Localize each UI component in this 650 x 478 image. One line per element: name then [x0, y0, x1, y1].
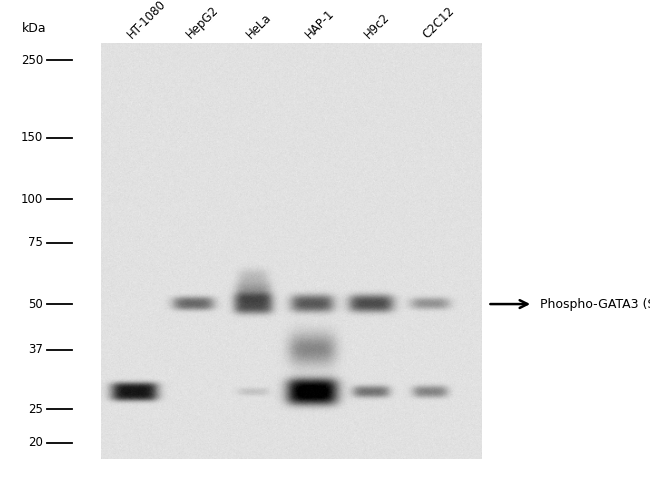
Text: 25: 25	[28, 402, 43, 415]
Text: 75: 75	[28, 236, 43, 249]
Text: Phospho-GATA3 (S308): Phospho-GATA3 (S308)	[540, 298, 650, 311]
Text: 250: 250	[21, 54, 43, 67]
Text: HAP-1: HAP-1	[302, 6, 337, 41]
Text: HT-1080: HT-1080	[125, 0, 169, 41]
Text: 37: 37	[28, 343, 43, 356]
Text: 50: 50	[28, 298, 43, 311]
Text: kDa: kDa	[21, 22, 46, 35]
Text: HeLa: HeLa	[244, 11, 274, 41]
Text: 150: 150	[21, 131, 43, 144]
Text: 20: 20	[28, 436, 43, 449]
Text: H9c2: H9c2	[361, 10, 392, 41]
Text: HepG2: HepG2	[184, 3, 222, 41]
Text: C2C12: C2C12	[420, 4, 457, 41]
Text: 100: 100	[21, 193, 43, 206]
